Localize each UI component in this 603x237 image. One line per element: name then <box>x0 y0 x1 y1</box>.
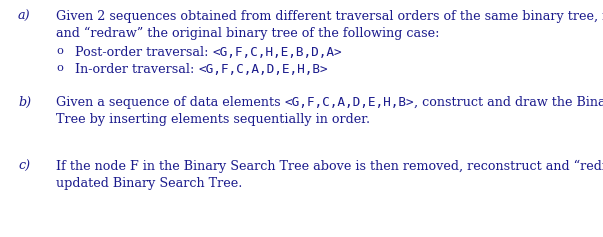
Text: updated Binary Search Tree.: updated Binary Search Tree. <box>56 177 242 190</box>
Text: c): c) <box>18 160 30 173</box>
Text: If the node F in the Binary Search Tree above is then removed, reconstruct and “: If the node F in the Binary Search Tree … <box>56 160 603 173</box>
Text: <G,F,C,H,E,B,D,A>: <G,F,C,H,E,B,D,A> <box>212 46 342 59</box>
Text: , construct and draw the Binary Search: , construct and draw the Binary Search <box>414 96 603 109</box>
Text: o: o <box>56 63 63 73</box>
Text: Tree by inserting elements sequentially in order.: Tree by inserting elements sequentially … <box>56 113 370 126</box>
Text: o: o <box>56 46 63 56</box>
Text: b): b) <box>18 96 31 109</box>
Text: a): a) <box>18 10 31 23</box>
Text: Post-order traversal:: Post-order traversal: <box>75 46 212 59</box>
Text: Given a sequence of data elements: Given a sequence of data elements <box>56 96 285 109</box>
Text: and “redraw” the original binary tree of the following case:: and “redraw” the original binary tree of… <box>56 27 440 40</box>
Text: <G,F,C,A,D,E,H,B>: <G,F,C,A,D,E,H,B> <box>198 63 328 76</box>
Text: <G,F,C,A,D,E,H,B>: <G,F,C,A,D,E,H,B> <box>285 96 414 109</box>
Text: Given 2 sequences obtained from different traversal orders of the same binary tr: Given 2 sequences obtained from differen… <box>56 10 603 23</box>
Text: In-order traversal:: In-order traversal: <box>75 63 198 76</box>
